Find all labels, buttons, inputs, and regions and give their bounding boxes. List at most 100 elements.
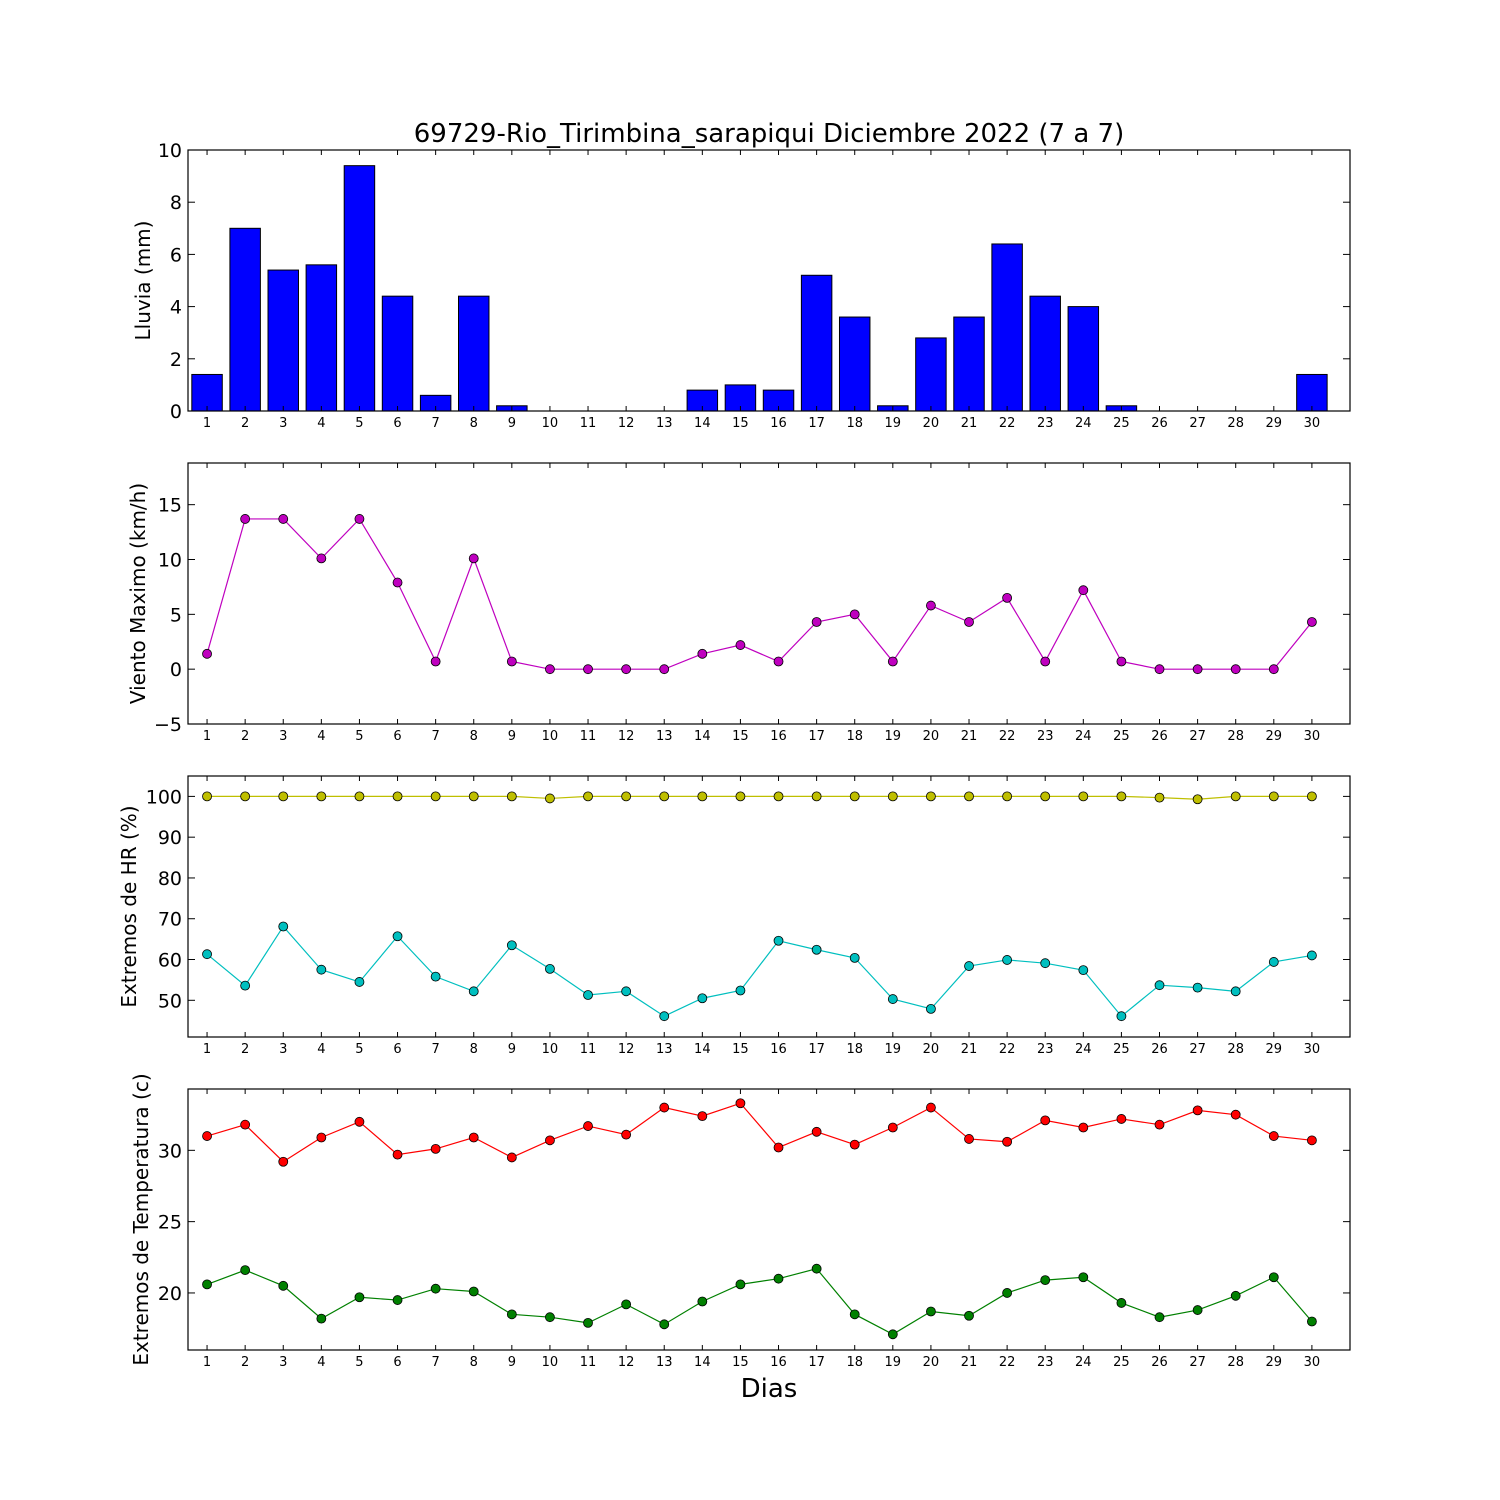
x-tick-label: 4: [317, 416, 325, 431]
data-point: [1230, 1290, 1241, 1301]
x-tick-label: 9: [508, 416, 516, 431]
data-point: [506, 940, 517, 951]
data-point: [354, 1116, 365, 1127]
y-tick-label: 30: [158, 1140, 182, 1162]
x-tick-label: 24: [1075, 1355, 1092, 1370]
x-tick-label: 14: [694, 1042, 711, 1057]
data-point: [583, 664, 593, 675]
data-point: [316, 553, 327, 564]
data-point: [849, 1139, 860, 1150]
x-tick-label: 25: [1113, 1042, 1130, 1057]
bar: [229, 227, 261, 412]
data-point: [354, 1292, 365, 1303]
x-tick-label: 26: [1151, 1042, 1168, 1057]
data-point: [202, 1279, 212, 1290]
data-point: [506, 1152, 517, 1163]
x-tick-label: 5: [355, 729, 363, 744]
x-tick-label: 15: [732, 1042, 749, 1057]
data-point: [887, 1122, 898, 1133]
data-point: [240, 1265, 251, 1276]
x-tick-label: 4: [317, 1355, 325, 1370]
data-point: [1307, 1316, 1317, 1327]
data-point: [1154, 1312, 1165, 1323]
data-point: [621, 664, 632, 675]
x-tick-label: 20: [923, 416, 940, 431]
data-point: [468, 791, 479, 802]
data-point: [659, 1102, 670, 1113]
data-point: [811, 944, 822, 955]
data-point: [1192, 982, 1203, 993]
bar: [1067, 306, 1100, 412]
data-point: [1230, 791, 1241, 802]
data-point: [621, 1299, 632, 1310]
y-tick-label: 4: [170, 297, 182, 319]
data-point: [964, 961, 974, 971]
data-point: [278, 514, 289, 524]
bar: [953, 316, 985, 412]
y-tick-label: 25: [158, 1212, 182, 1234]
data-point: [1154, 792, 1165, 803]
x-tick-label: 13: [656, 1355, 673, 1370]
x-tick-label: 11: [580, 1355, 597, 1370]
data-point: [1268, 791, 1279, 802]
y-axis-label: Viento Maximo (km/h): [126, 483, 150, 704]
bar: [800, 274, 833, 412]
y-tick-label: 2: [170, 349, 182, 371]
x-tick-label: 19: [885, 729, 902, 744]
data-point: [278, 1280, 289, 1291]
subplot-4: 1 2 3 4 5 6 7 8 9 10 11 12 13 14 15 16 17 18 19 20 21 22 23 24 2…: [129, 1073, 1351, 1370]
x-tick-label: 30: [1304, 416, 1321, 431]
subplot-panels: 1 2 3 4 5 6 7 8 9 10 11 12 13 14 15 16 17 18 19 20 21 22 23 24 2…: [117, 140, 1351, 1370]
x-tick-label: 5: [355, 416, 363, 431]
y-tick-label: 90: [158, 827, 182, 849]
x-tick-label: 12: [618, 1042, 635, 1057]
x-tick-label: 3: [279, 1042, 287, 1057]
subplot-1: 1 2 3 4 5 6 7 8 9 10 11 12 13 14 15 16 17 18 19 20 21 22 23 24 2…: [131, 140, 1351, 431]
data-point: [1116, 1011, 1127, 1022]
x-tick-label: 23: [1037, 729, 1054, 744]
x-tick-label: 28: [1227, 1042, 1244, 1057]
data-point: [316, 791, 327, 802]
data-point: [926, 1102, 936, 1113]
x-tick-label: 29: [1266, 416, 1283, 431]
data-point: [887, 994, 898, 1004]
data-point: [468, 1286, 479, 1297]
data-point: [316, 1132, 327, 1143]
data-point: [1116, 1114, 1127, 1124]
x-tick-label: 12: [618, 1355, 635, 1370]
x-tick-label: 25: [1113, 729, 1130, 744]
x-tick-label: 30: [1304, 729, 1321, 744]
x-tick-label: 28: [1227, 729, 1244, 744]
data-point: [430, 656, 441, 667]
plot-frame: [187, 1088, 1351, 1351]
data-point: [430, 1144, 441, 1154]
x-tick-label: 13: [656, 416, 673, 431]
data-point: [1307, 791, 1317, 802]
data-point: [354, 791, 365, 802]
data-point: [1307, 950, 1317, 961]
data-point: [811, 1126, 822, 1137]
x-tick-label: 29: [1266, 1042, 1283, 1057]
y-tick-label: 80: [158, 868, 182, 890]
x-tick-label: 27: [1189, 416, 1206, 431]
x-tick-label: 14: [694, 729, 711, 744]
x-tick-label: 12: [618, 729, 635, 744]
y-tick-label: 50: [158, 990, 182, 1012]
x-tick-label: 2: [241, 1355, 249, 1370]
x-axis-label: Dias: [741, 1374, 798, 1404]
x-tick-label: 20: [923, 729, 940, 744]
x-tick-label: 26: [1151, 1355, 1168, 1370]
data-point: [1192, 664, 1203, 675]
plot-frame: [187, 462, 1351, 725]
bar: [343, 165, 376, 412]
bar: [191, 373, 223, 412]
y-tick-label: −5: [154, 714, 182, 736]
data-point: [430, 791, 441, 802]
data-point: [468, 553, 479, 564]
series-line: [207, 795, 1312, 800]
data-point: [1078, 791, 1089, 802]
x-tick-label: 18: [846, 1355, 863, 1370]
data-point: [583, 1318, 593, 1328]
x-tick-label: 23: [1037, 1042, 1054, 1057]
data-point: [1268, 957, 1279, 967]
